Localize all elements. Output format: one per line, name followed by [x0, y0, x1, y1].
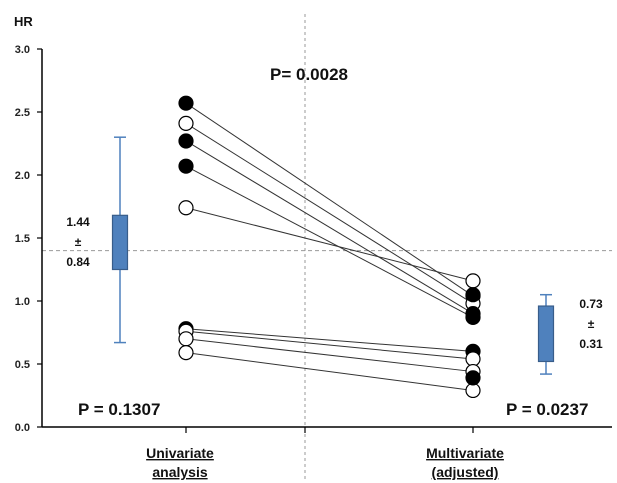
stat-label-univariate: 1.44 ± 0.84: [66, 215, 90, 269]
y-tick-label: 0.5: [15, 359, 30, 371]
category-label-multivariate: Multivariate (adjusted): [426, 445, 504, 480]
y-tick-label: 0.0: [15, 422, 30, 434]
box-iqr: [111, 214, 129, 271]
pair-line: [185, 102, 474, 297]
open-point: [465, 382, 481, 399]
category-label-univariate: Univariate analysis: [146, 445, 214, 480]
filled-point: [178, 158, 194, 174]
pair-line: [185, 352, 474, 391]
category-line-2: analysis: [152, 464, 207, 480]
filled-point: [465, 287, 481, 303]
open-point: [178, 331, 194, 347]
pair-line: [185, 330, 474, 360]
category-line-1: Univariate: [146, 445, 214, 461]
sd-label: 0.84: [66, 255, 90, 269]
y-tick-label: 1.5: [15, 233, 30, 245]
sd-label: 0.31: [579, 337, 603, 351]
open-point: [178, 345, 194, 361]
pair-line: [185, 207, 474, 282]
p-value-center: P= 0.0028: [270, 65, 348, 84]
mean-label: 0.73: [579, 297, 603, 311]
stat-label-multivariate: 0.73 ± 0.31: [579, 297, 603, 351]
open-point: [465, 351, 481, 367]
filled-point: [465, 370, 481, 386]
category-line-2: (adjusted): [432, 464, 499, 480]
y-tick-label: 3.0: [15, 44, 30, 56]
pair-line: [185, 122, 474, 304]
open-point: [465, 273, 481, 289]
plus-minus-label: ±: [75, 235, 82, 249]
y-axis-label: HR: [14, 14, 33, 29]
plus-minus-label: ±: [588, 317, 595, 331]
filled-point: [178, 133, 194, 149]
plot-area: 0.0 0.5 1.0 1.5 2.0 2.5 3.0: [15, 14, 612, 480]
open-point: [178, 115, 194, 131]
boxplot-univariate: [111, 136, 129, 344]
pair-line: [185, 328, 474, 352]
mean-label: 1.44: [66, 215, 90, 229]
paired-lines: [185, 102, 474, 391]
data-points: [178, 95, 481, 399]
category-line-1: Multivariate: [426, 445, 504, 461]
y-tick-label: 2.5: [15, 107, 30, 119]
pair-line: [185, 165, 474, 318]
y-tick-label: 1.0: [15, 296, 30, 308]
boxplot-multivariate: [537, 293, 555, 375]
y-tick-label: 2.0: [15, 170, 30, 182]
filled-point: [465, 309, 481, 325]
box-iqr: [537, 305, 555, 363]
p-value-univariate: P = 0.1307: [78, 400, 160, 419]
p-value-multivariate: P = 0.0237: [506, 400, 588, 419]
pair-line: [185, 140, 474, 315]
pair-line: [185, 338, 474, 373]
filled-point: [178, 95, 194, 111]
open-point: [178, 200, 194, 216]
